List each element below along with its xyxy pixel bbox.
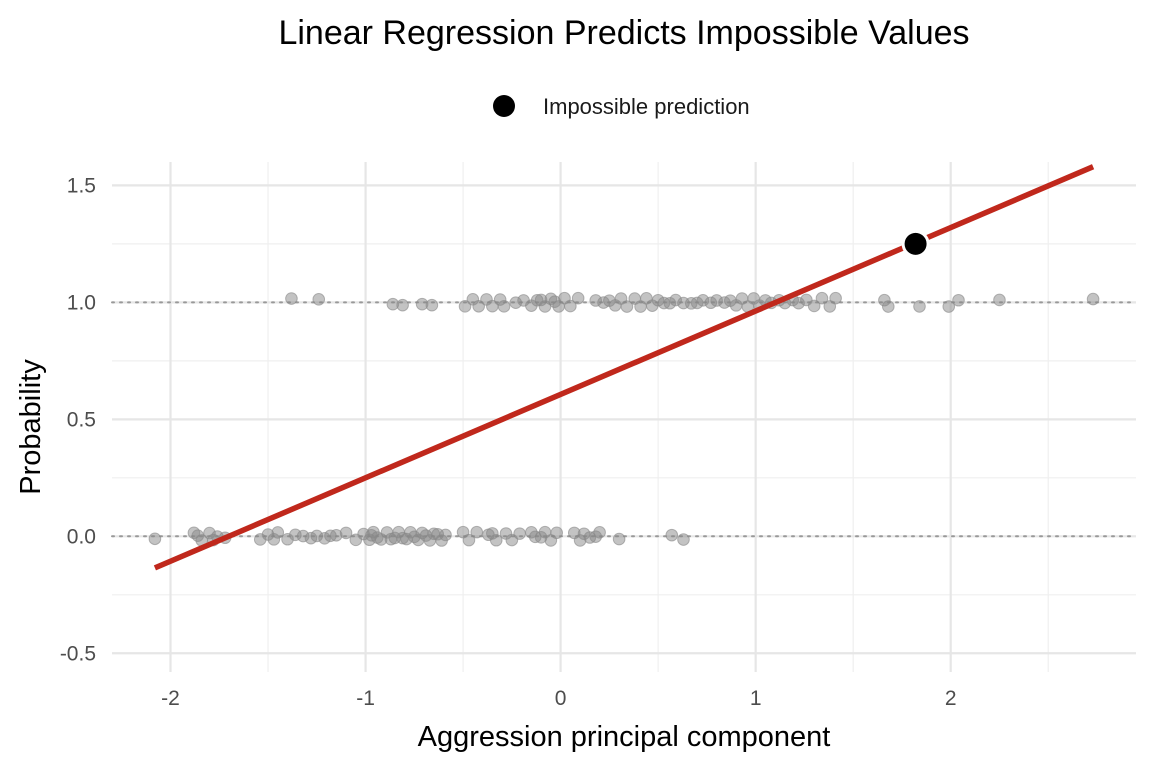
regression-line-group [153,164,1095,571]
impossible-prediction-point [904,232,927,255]
data-point [942,300,956,313]
y-tick-label: 1.0 [67,291,96,314]
x-tick-labels: -2 -1 0 1 2 [161,687,956,710]
y-tick-label: 1.5 [67,174,96,197]
data-point [807,299,821,313]
legend-marker [493,95,515,117]
data-point [472,299,485,313]
data-point [593,526,606,539]
data-point [513,527,526,540]
data-point [564,299,577,313]
data-point [285,292,298,305]
data-point [489,533,503,547]
legend: Impossible prediction [493,94,750,119]
data-point [913,300,926,313]
data-point [312,293,326,306]
data-point [396,298,409,312]
data-point [425,298,439,312]
y-tick-label: 0.5 [67,408,96,431]
y-tick-label: -0.5 [60,642,96,665]
data-point [470,525,484,539]
x-tick-label: 0 [555,687,567,710]
data-point [815,291,829,305]
data-point [497,300,511,313]
y-axis-title: Probability [15,359,47,495]
data-point [665,528,679,542]
data-point [458,300,472,313]
data-point [271,526,285,539]
regression-line [153,164,1095,571]
x-tick-label: 2 [945,687,957,710]
data-point [439,528,452,542]
x-tick-label: -2 [161,687,180,710]
x-tick-label: 1 [750,687,762,710]
x-axis-title: Aggression principal component [418,721,831,753]
data-point [612,532,626,546]
data-point [550,526,564,540]
x-tick-label: -1 [356,687,375,710]
data-point [829,291,842,305]
data-point [339,526,353,540]
major-gridlines [112,162,1136,672]
chart-title: Linear Regression Predicts Impossible Va… [278,14,969,52]
data-point [462,533,476,547]
data-point [148,532,162,546]
y-tick-labels: -0.5 0.0 0.5 1.0 1.5 [60,174,96,665]
data-points [148,291,1100,547]
impossible-prediction-group [901,229,930,258]
data-point [571,291,585,305]
y-tick-label: 0.0 [67,525,96,548]
data-point [993,293,1006,307]
data-point [620,300,634,313]
data-point [677,533,690,546]
data-point [881,300,895,313]
minor-gridlines [112,162,1136,672]
data-point [952,293,965,307]
data-point [1086,292,1100,306]
legend-label: Impossible prediction [543,94,750,119]
